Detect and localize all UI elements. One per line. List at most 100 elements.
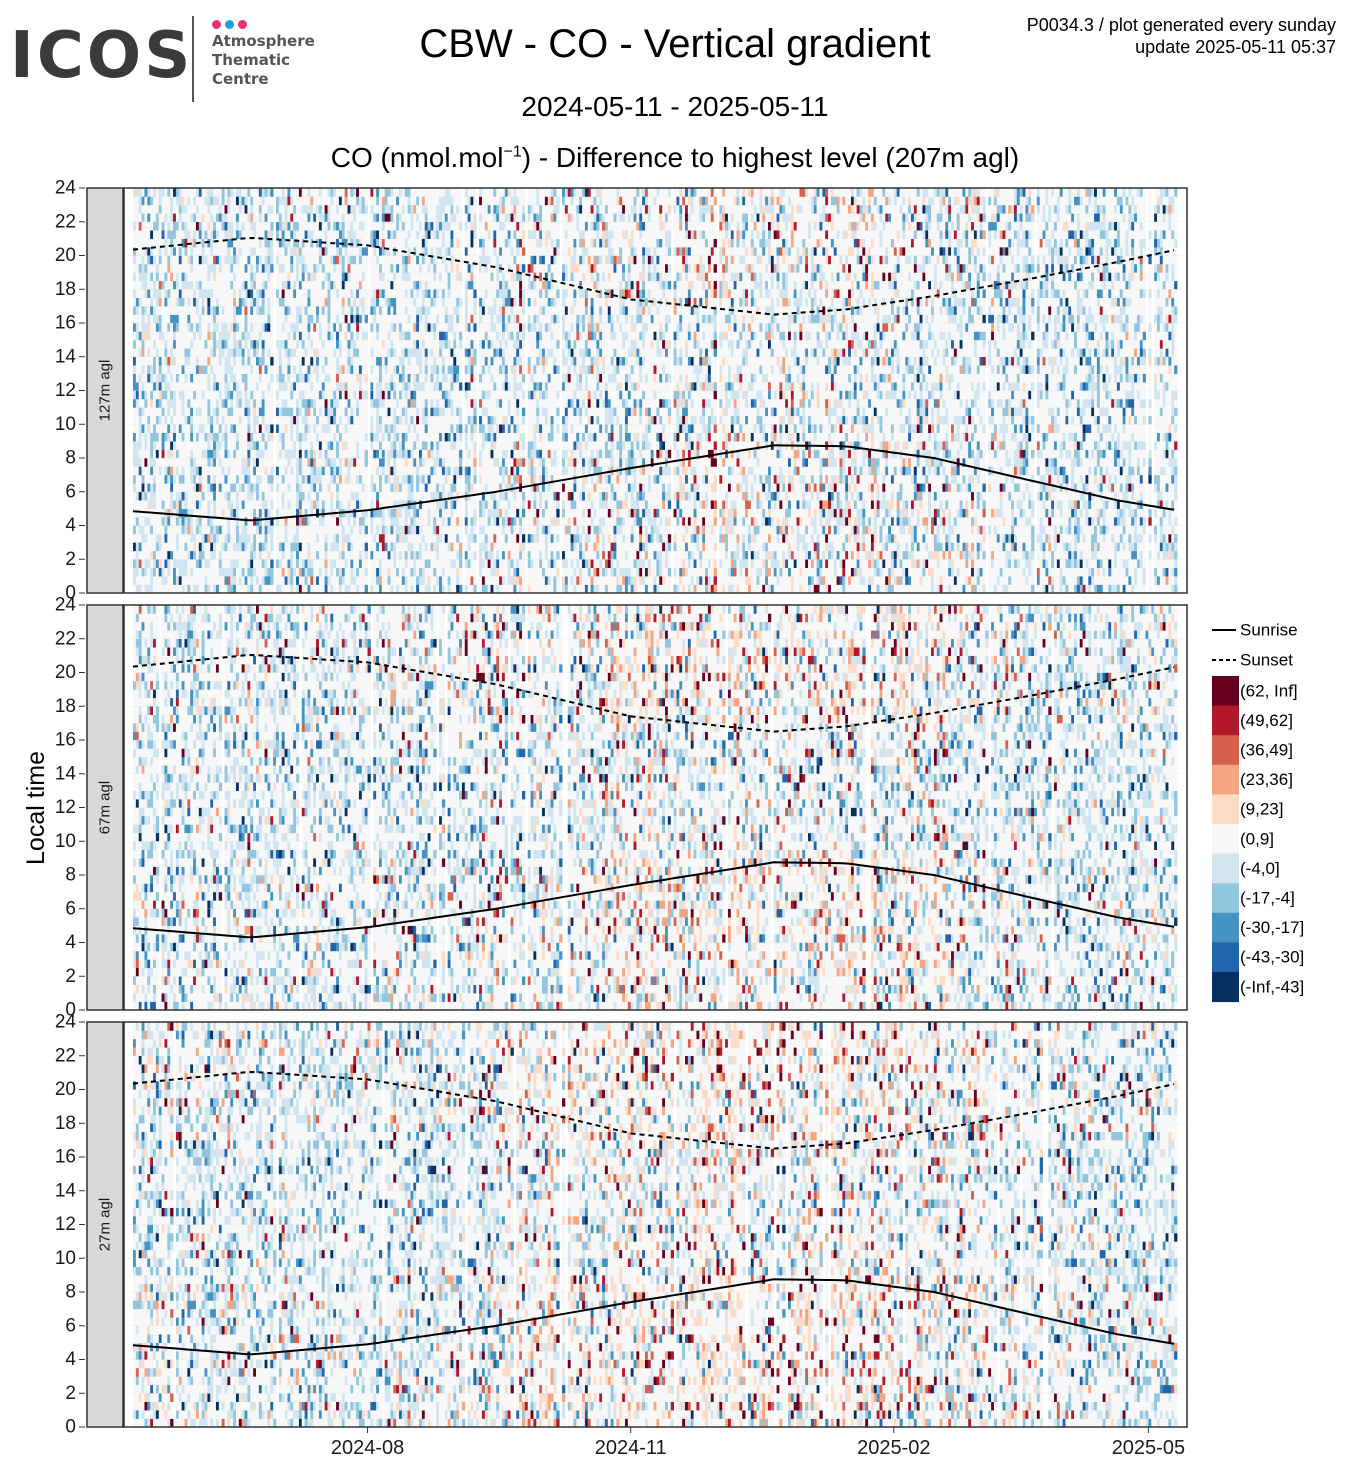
heatmap-cell (233, 542, 237, 552)
heatmap-cell (207, 188, 211, 197)
heatmap-cell (393, 432, 397, 442)
heatmap-cell (318, 584, 323, 594)
heatmap-cell (387, 525, 391, 535)
heatmap-cell (198, 365, 203, 374)
heatmap-cell (284, 424, 288, 433)
heatmap-cell (313, 491, 317, 501)
heatmap-cell (207, 500, 211, 509)
heatmap-cell (307, 230, 311, 239)
heatmap-cell (173, 441, 177, 450)
heatmap-cell (230, 213, 234, 223)
heatmap-cell (430, 263, 434, 273)
heatmap-cell (173, 559, 177, 568)
heatmap-cell (287, 221, 291, 231)
heatmap-cell (147, 272, 151, 282)
heatmap-cell (416, 297, 420, 307)
heatmap-cell (267, 263, 271, 273)
heatmap-cell (267, 331, 271, 341)
heatmap-cell (338, 306, 343, 315)
heatmap-cell (170, 356, 174, 366)
heatmap-cell (255, 247, 260, 256)
heatmap-cell (250, 272, 254, 282)
heatmap-cell (404, 474, 408, 484)
heatmap-cell (327, 289, 331, 298)
heatmap-cell (350, 331, 354, 341)
heatmap-cell (396, 491, 400, 501)
heatmap-cell (427, 382, 431, 391)
heatmap-cell (238, 474, 243, 484)
heatmap-cell (175, 255, 180, 265)
heatmap-cell (330, 449, 334, 459)
heatmap-cell (244, 458, 248, 467)
heatmap-cell (281, 458, 285, 467)
heatmap-cell (390, 339, 394, 349)
heatmap-cell (427, 415, 431, 425)
heatmap-cell (173, 415, 177, 425)
heatmap-cell (181, 272, 185, 282)
heatmap-cell (175, 323, 180, 332)
heatmap-cell (138, 221, 142, 231)
heatmap-cell (393, 289, 397, 298)
heatmap-cell (241, 382, 245, 391)
heatmap-cell (155, 398, 160, 408)
heatmap-cell (218, 188, 223, 197)
heatmap-cell (158, 314, 162, 324)
heatmap-cell (247, 247, 251, 256)
heatmap-cell (407, 263, 411, 273)
heatmap-cell (324, 533, 328, 543)
heatmap-cell (244, 542, 248, 552)
heatmap-cell (301, 398, 306, 408)
heatmap-cell (201, 289, 205, 298)
heatmap-cell (255, 365, 260, 374)
heatmap-cell (255, 373, 260, 383)
heatmap-cell (207, 289, 211, 298)
heatmap-cell (190, 356, 194, 366)
heatmap-cell (170, 289, 174, 298)
heatmap-cell (387, 584, 391, 594)
heatmap-cell (424, 441, 429, 450)
heatmap-cell (341, 550, 346, 560)
heatmap-cell (421, 230, 426, 239)
heatmap-cell (210, 373, 214, 383)
heatmap-cell (178, 297, 183, 307)
heatmap-cell (353, 272, 357, 282)
heatmap-cell (364, 474, 368, 484)
heatmap-cell (361, 306, 366, 315)
heatmap-cell (147, 323, 151, 332)
heatmap-cell (155, 373, 160, 383)
heatmap-cell (318, 474, 323, 484)
heatmap-cell (270, 550, 274, 560)
heatmap-cell (364, 204, 368, 214)
heatmap-cell (313, 508, 317, 518)
heatmap-cell (390, 272, 394, 282)
heatmap-cell (381, 390, 386, 400)
heatmap-cell (321, 542, 326, 552)
heatmap-cell (181, 314, 185, 324)
heatmap-cell (324, 373, 328, 383)
heatmap-cell (158, 533, 162, 543)
heatmap-cell (421, 238, 426, 248)
heatmap-cell (233, 221, 237, 231)
heatmap-cell (207, 407, 211, 417)
heatmap-cell (153, 323, 157, 332)
heatmap-cell (378, 550, 383, 560)
heatmap-cell (293, 398, 297, 408)
heatmap-cell (387, 533, 391, 543)
heatmap-cell (381, 483, 386, 493)
heatmap-cell (358, 567, 363, 577)
heatmap-cell (287, 255, 291, 265)
heatmap-cell (381, 491, 386, 501)
heatmap-cell (264, 382, 268, 391)
heatmap-cell (170, 525, 174, 535)
heatmap-cell (381, 331, 386, 341)
heatmap-cell (195, 331, 200, 341)
heatmap-cell (419, 550, 423, 560)
heatmap-cell (155, 289, 160, 298)
heatmap-cell (213, 238, 217, 248)
heatmap-cell (258, 280, 263, 290)
heatmap-cell (399, 280, 403, 290)
heatmap-cell (301, 407, 306, 417)
heatmap-cell (404, 339, 408, 349)
heatmap-cell (304, 356, 308, 366)
heatmap-cell (321, 373, 326, 383)
